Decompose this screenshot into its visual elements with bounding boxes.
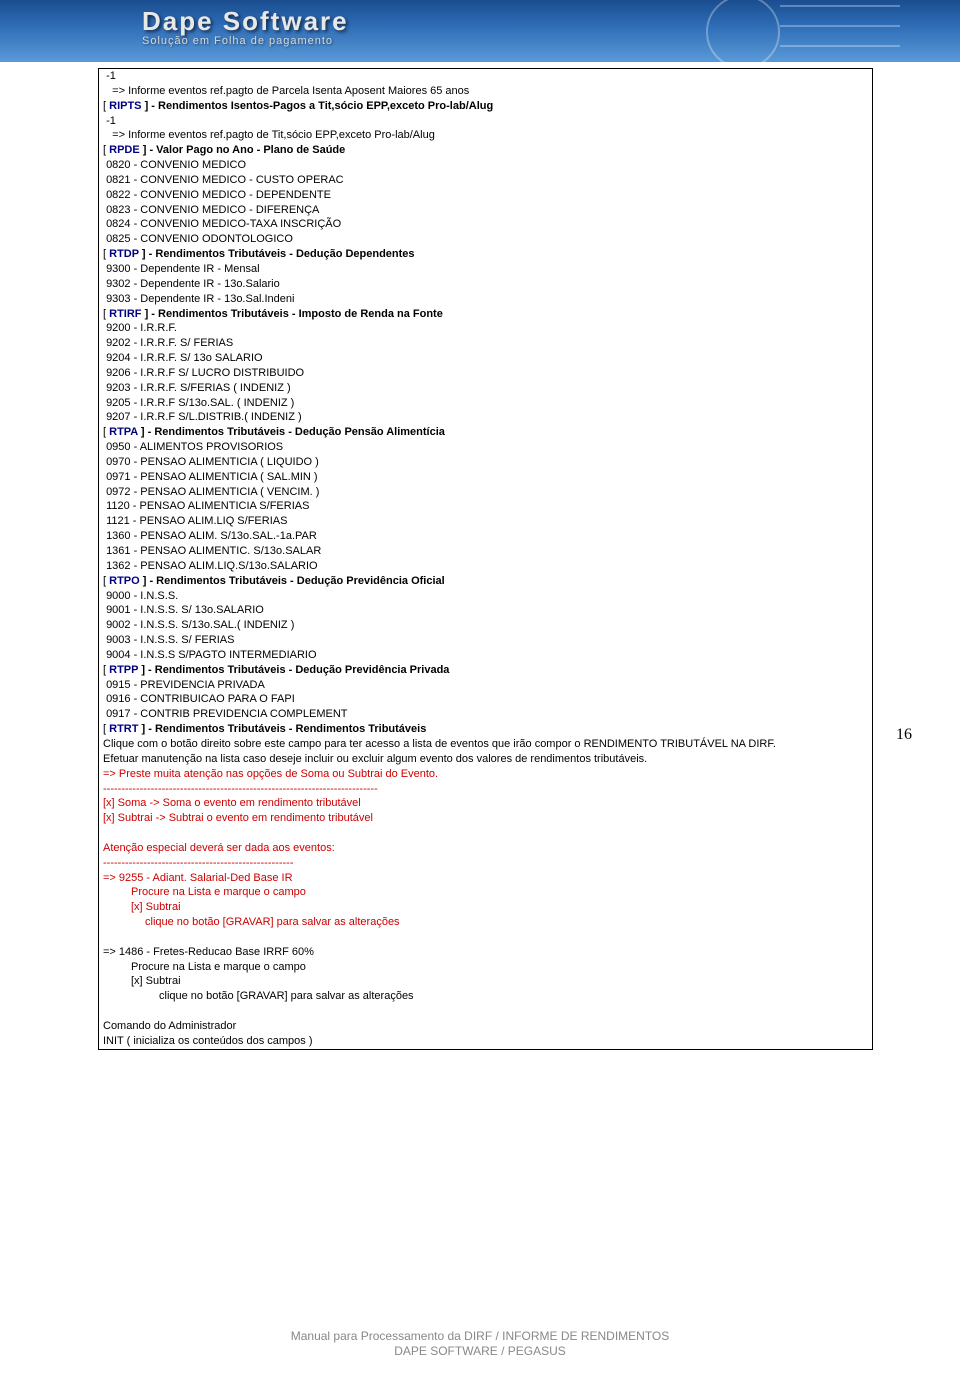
code: RTRT (109, 723, 138, 735)
code: RTPO (109, 575, 140, 587)
text-line: 9302 - Dependente IR - 13o.Salario (103, 277, 868, 292)
text-line: 0820 - CONVENIO MEDICO (103, 158, 868, 173)
section-header: [ RPDE ] - Valor Pago no Ano - Plano de … (103, 143, 868, 158)
section-header: [ RTPP ] - Rendimentos Tributáveis - Ded… (103, 663, 868, 678)
text-line: 0971 - PENSAO ALIMENTICIA ( SAL.MIN ) (103, 470, 868, 485)
document-page: Dape Software Solução em Folha de pagame… (0, 0, 960, 1390)
page-number: 16 (896, 726, 912, 744)
section-header: [ RTPO ] - Rendimentos Tributáveis - Ded… (103, 574, 868, 589)
header-banner: Dape Software Solução em Folha de pagame… (0, 0, 960, 62)
text-line: 0825 - CONVENIO ODONTOLOGICO (103, 232, 868, 247)
logo-title: Dape Software (142, 6, 349, 37)
text-line: 0972 - PENSAO ALIMENTICIA ( VENCIM. ) (103, 485, 868, 500)
text-line: 9001 - I.N.S.S. S/ 13o.SALARIO (103, 603, 868, 618)
text-line: [x] Subtrai (103, 974, 868, 989)
warning-line: clique no botão [GRAVAR] para salvar as … (103, 915, 868, 930)
warning-line: => 9255 - Adiant. Salarial-Ded Base IR (103, 871, 868, 886)
warning-line: ----------------------------------------… (103, 856, 868, 871)
header-decor (560, 0, 960, 62)
code: RTPP (109, 664, 138, 676)
text-line: Comando do Administrador (103, 1019, 868, 1034)
text-line: 9202 - I.R.R.F. S/ FERIAS (103, 336, 868, 351)
warning-line: [x] Subtrai -> Subtrai o evento em rendi… (103, 811, 868, 826)
text-line: 9206 - I.R.R.F S/ LUCRO DISTRIBUIDO (103, 366, 868, 381)
warning-line: [x] Soma -> Soma o evento em rendimento … (103, 796, 868, 811)
warning-line: Atenção especial deverá ser dada aos eve… (103, 841, 868, 856)
text-line: 1362 - PENSAO ALIM.LIQ.S/13o.SALARIO (103, 559, 868, 574)
text-line: INIT ( inicializa os conteúdos dos campo… (103, 1034, 868, 1049)
text-line: clique no botão [GRAVAR] para salvar as … (103, 989, 868, 1004)
text-line: 0916 - CONTRIBUICAO PARA O FAPI (103, 692, 868, 707)
code: RTPA (109, 426, 138, 438)
spacer (103, 930, 868, 945)
code: RIPTS (109, 100, 141, 112)
desc: ] - Rendimentos Tributáveis - Dedução Pe… (138, 426, 445, 438)
text-line: 9004 - I.N.S.S S/PAGTO INTERMEDIARIO (103, 648, 868, 663)
text-line: 1360 - PENSAO ALIM. S/13o.SAL.-1a.PAR (103, 529, 868, 544)
text-line: 0970 - PENSAO ALIMENTICIA ( LIQUIDO ) (103, 455, 868, 470)
text-line: 0822 - CONVENIO MEDICO - DEPENDENTE (103, 188, 868, 203)
footer-line-1: Manual para Processamento da DIRF / INFO… (0, 1329, 960, 1345)
text-line: 9002 - I.N.S.S. S/13o.SAL.( INDENIZ ) (103, 618, 868, 633)
code: RPDE (109, 144, 140, 156)
text-line: 9203 - I.R.R.F. S/FERIAS ( INDENIZ ) (103, 381, 868, 396)
text-line: 9303 - Dependente IR - 13o.Sal.Indeni (103, 292, 868, 307)
text-line: 9300 - Dependente IR - Mensal (103, 262, 868, 277)
text-line: 9200 - I.R.R.F. (103, 321, 868, 336)
text-line: 9205 - I.R.R.F S/13o.SAL. ( INDENIZ ) (103, 396, 868, 411)
desc: ] - Rendimentos Isentos-Pagos a Tit,sóci… (142, 100, 494, 112)
text-line: => 1486 - Fretes-Reducao Base IRRF 60% (103, 945, 868, 960)
text-line: -1 (103, 69, 868, 84)
text-line: 1361 - PENSAO ALIMENTIC. S/13o.SALAR (103, 544, 868, 559)
desc: ] - Rendimentos Tributáveis - Dedução De… (139, 248, 415, 260)
code: RTDP (109, 248, 139, 260)
text-line: 0824 - CONVENIO MEDICO-TAXA INSCRIÇÃO (103, 217, 868, 232)
section-header: [ RTIRF ] - Rendimentos Tributáveis - Im… (103, 307, 868, 322)
text-line: => Informe eventos ref.pagto de Parcela … (103, 84, 868, 99)
logo: Dape Software Solução em Folha de pagame… (142, 6, 349, 47)
desc: ] - Rendimentos Tributáveis - Rendimento… (138, 723, 426, 735)
paragraph: Clique com o botão direito sobre este ca… (103, 737, 868, 752)
text-line: 0950 - ALIMENTOS PROVISORIOS (103, 440, 868, 455)
code: RTIRF (109, 308, 141, 320)
text-line: 9000 - I.N.S.S. (103, 589, 868, 604)
text-line: Procure na Lista e marque o campo (103, 960, 868, 975)
footer-line-2: DAPE SOFTWARE / PEGASUS (0, 1344, 960, 1360)
text-line: => Informe eventos ref.pagto de Tit,sóci… (103, 128, 868, 143)
text-line: 9003 - I.N.S.S. S/ FERIAS (103, 633, 868, 648)
text-line: 0823 - CONVENIO MEDICO - DIFERENÇA (103, 203, 868, 218)
section-header: [ RTDP ] - Rendimentos Tributáveis - Ded… (103, 247, 868, 262)
desc: ] - Valor Pago no Ano - Plano de Saúde (140, 144, 346, 156)
content-table: -1 => Informe eventos ref.pagto de Parce… (98, 68, 873, 1050)
section-header: [ RIPTS ] - Rendimentos Isentos-Pagos a … (103, 99, 868, 114)
text-line: 1121 - PENSAO ALIM.LIQ S/FERIAS (103, 514, 868, 529)
text-line: 9204 - I.R.R.F. S/ 13o SALARIO (103, 351, 868, 366)
section-header: [ RTRT ] - Rendimentos Tributáveis - Ren… (103, 722, 868, 737)
spacer (103, 1004, 868, 1019)
section-header: [ RTPA ] - Rendimentos Tributáveis - Ded… (103, 425, 868, 440)
logo-subtitle: Solução em Folha de pagamento (142, 35, 349, 47)
desc: ] - Rendimentos Tributáveis - Dedução Pr… (138, 664, 449, 676)
desc: ] - Rendimentos Tributáveis - Imposto de… (142, 308, 443, 320)
text-line: 0915 - PREVIDENCIA PRIVADA (103, 678, 868, 693)
text-line: 0821 - CONVENIO MEDICO - CUSTO OPERAC (103, 173, 868, 188)
text-line: -1 (103, 114, 868, 129)
footer: Manual para Processamento da DIRF / INFO… (0, 1329, 960, 1360)
text-line: 1120 - PENSAO ALIMENTICIA S/FERIAS (103, 499, 868, 514)
warning-line: => Preste muita atenção nas opções de So… (103, 767, 868, 782)
warning-line: Procure na Lista e marque o campo (103, 885, 868, 900)
text-line: 0917 - CONTRIB PREVIDENCIA COMPLEMENT (103, 707, 868, 722)
warning-line: [x] Subtrai (103, 900, 868, 915)
warning-line: ----------------------------------------… (103, 782, 868, 797)
desc: ] - Rendimentos Tributáveis - Dedução Pr… (140, 575, 445, 587)
paragraph: Efetuar manutenção na lista caso deseje … (103, 752, 868, 767)
spacer (103, 826, 868, 841)
text-line: 9207 - I.R.R.F S/L.DISTRIB.( INDENIZ ) (103, 410, 868, 425)
